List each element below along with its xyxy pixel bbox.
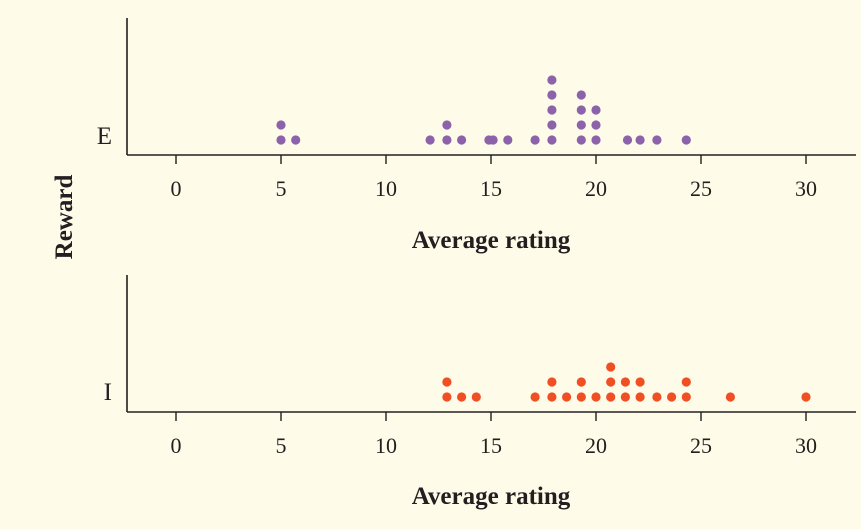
panel-e-dot xyxy=(635,135,645,145)
panel-i-dot xyxy=(681,377,691,387)
panel-i-tick-label: 30 xyxy=(795,433,817,458)
panel-e-tick-label: 30 xyxy=(795,176,817,201)
panel-e-tick-label: 25 xyxy=(690,176,712,201)
panel-i-dot xyxy=(471,392,481,402)
panel-i-dot xyxy=(667,392,677,402)
panel-e-dot xyxy=(530,135,540,145)
panel-i-dot xyxy=(606,392,616,402)
panel-i-tick-label: 10 xyxy=(375,433,397,458)
panel-e-dot xyxy=(576,135,586,145)
panel-e-dot xyxy=(457,135,467,145)
panel-e-dot xyxy=(547,75,557,85)
panel-e-dot xyxy=(547,90,557,100)
panel-i-tick-label: 15 xyxy=(480,433,502,458)
panel-e-dot xyxy=(576,90,586,100)
panel-i-dot xyxy=(591,392,601,402)
panel-i-dot xyxy=(681,392,691,402)
panel-i-dot xyxy=(635,392,645,402)
panel-i-dot xyxy=(547,377,557,387)
panel-e-dot xyxy=(547,120,557,130)
panel-e-dot xyxy=(591,135,601,145)
panel-e-dot xyxy=(503,135,513,145)
panel-i-dot xyxy=(576,377,586,387)
panel-e-tick-label: 0 xyxy=(171,176,182,201)
panel-i-category-label: I xyxy=(104,379,112,406)
panel-i-dot xyxy=(652,392,662,402)
panel-e-dot xyxy=(276,135,286,145)
panel-e-tick-label: 15 xyxy=(480,176,502,201)
panel-i-dot xyxy=(442,392,452,402)
panel-i-tick-label: 25 xyxy=(690,433,712,458)
panel-e-dot xyxy=(425,135,435,145)
panel-e-tick-label: 10 xyxy=(375,176,397,201)
panel-e-dot xyxy=(652,135,662,145)
panel-i-dot xyxy=(457,392,467,402)
panel-e-tick-label: 20 xyxy=(585,176,607,201)
panel-e-dot xyxy=(276,120,286,130)
panel-e-x-axis-title: Average rating xyxy=(412,227,571,254)
panel-i-tick-label: 0 xyxy=(171,433,182,458)
panel-i-dots xyxy=(442,362,811,402)
panel-e-dot xyxy=(576,105,586,115)
panel-i: I 0 5 10 15 20 25 30 Average rating xyxy=(104,275,856,510)
panel-i-dot xyxy=(562,392,572,402)
panel-e-category-label: E xyxy=(97,123,112,150)
panel-i-x-axis-title: Average rating xyxy=(412,483,571,510)
panel-i-dot xyxy=(576,392,586,402)
y-axis-title: Reward xyxy=(51,175,78,260)
panel-e: E 0 5 10 15 20 25 30 Average rating xyxy=(97,18,856,254)
panel-e-dot xyxy=(591,105,601,115)
panel-i-x-ticks: 0 5 10 15 20 25 30 xyxy=(171,412,817,458)
panel-i-tick-label: 20 xyxy=(585,433,607,458)
panel-i-dot xyxy=(620,377,631,387)
panel-e-x-ticks: 0 5 10 15 20 25 30 xyxy=(171,155,817,201)
panel-i-tick-label: 5 xyxy=(276,433,287,458)
panel-e-dot xyxy=(547,135,557,145)
panel-e-dot xyxy=(442,135,452,145)
panel-i-dot xyxy=(620,392,631,402)
panel-i-dot xyxy=(725,392,736,402)
panel-i-dot xyxy=(606,377,616,387)
panel-e-dot xyxy=(547,105,557,115)
panel-e-dot xyxy=(622,135,633,145)
panel-e-dot xyxy=(442,120,452,130)
panel-e-dot xyxy=(576,120,586,130)
panel-i-dot xyxy=(530,392,540,402)
panel-e-tick-label: 5 xyxy=(276,176,287,201)
panel-e-dot xyxy=(488,135,498,145)
panel-i-dot xyxy=(606,362,616,372)
panel-i-dot xyxy=(547,392,557,402)
panel-i-dot xyxy=(635,377,645,387)
panel-i-dot xyxy=(442,377,452,387)
panel-i-dot xyxy=(801,392,811,402)
panel-e-dot xyxy=(291,135,301,145)
panel-e-dots xyxy=(276,75,691,145)
panel-e-dot xyxy=(681,135,691,145)
panel-e-dot xyxy=(591,120,601,130)
